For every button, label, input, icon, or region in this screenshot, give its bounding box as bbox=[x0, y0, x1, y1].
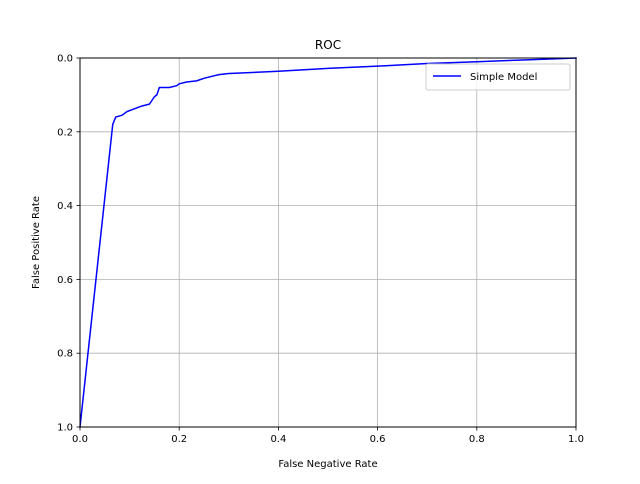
legend-frame bbox=[425, 63, 571, 91]
x-tick-label: 0.8 bbox=[469, 434, 485, 445]
y-tick-label: 0.0 bbox=[57, 54, 73, 65]
y-tick-label: 0.6 bbox=[57, 275, 73, 286]
series-layer bbox=[79, 57, 577, 428]
grid bbox=[79, 57, 577, 428]
y-tick-label: 1.0 bbox=[57, 423, 73, 434]
y-axis-label: False Positive Rate bbox=[31, 196, 42, 289]
x-tick-label: 0.0 bbox=[72, 434, 88, 445]
x-tick-label: 0.2 bbox=[171, 434, 187, 445]
legend-label-simple-model: Simple Model bbox=[470, 72, 537, 83]
y-tick-label: 0.8 bbox=[57, 349, 73, 360]
x-tick-label: 0.4 bbox=[270, 434, 286, 445]
series-line-simple-model bbox=[79, 57, 577, 428]
y-tick-label: 0.4 bbox=[57, 201, 73, 212]
chart-title: ROC bbox=[315, 38, 341, 52]
y-tick-label: 0.2 bbox=[57, 127, 73, 138]
x-tick-label: 0.6 bbox=[370, 434, 386, 445]
axes-frame bbox=[79, 57, 577, 428]
legend: Simple Model bbox=[425, 63, 571, 91]
y-axis-ticks: 0.0 0.2 0.4 0.6 0.8 1.0 bbox=[57, 54, 80, 434]
x-axis-label: False Negative Rate bbox=[278, 459, 377, 470]
x-axis-ticks: 0.0 0.2 0.4 0.6 0.8 1.0 bbox=[72, 427, 584, 445]
x-tick-label: 1.0 bbox=[568, 434, 584, 445]
